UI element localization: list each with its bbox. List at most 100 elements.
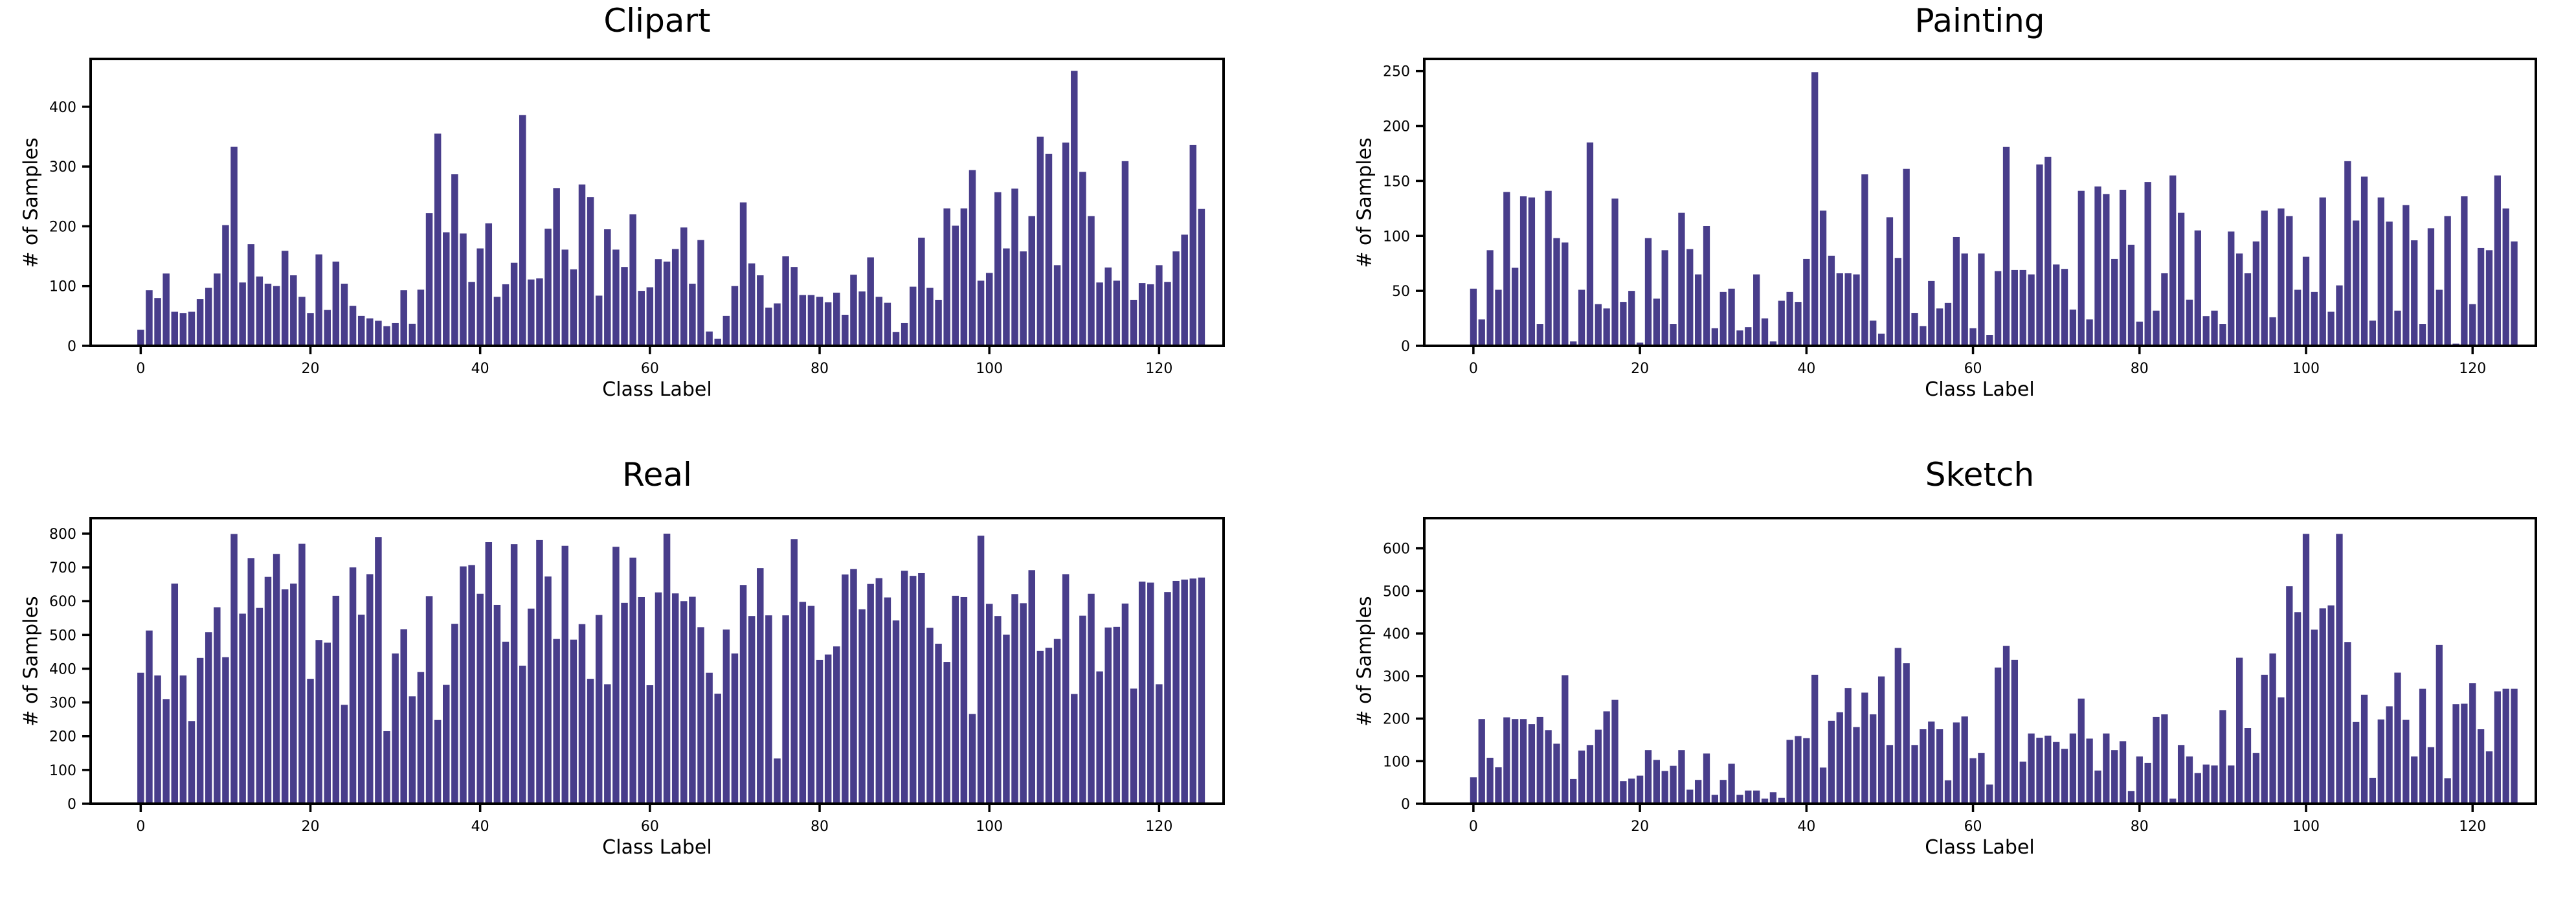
bar bbox=[451, 624, 458, 804]
bar bbox=[2219, 710, 2226, 804]
bar bbox=[612, 249, 620, 346]
bar bbox=[638, 291, 645, 346]
bar bbox=[1138, 283, 1146, 346]
bar bbox=[722, 315, 730, 346]
bar bbox=[2427, 747, 2434, 804]
x-tick-label: 40 bbox=[1797, 361, 1815, 377]
bar bbox=[2494, 691, 2501, 804]
bar bbox=[663, 261, 671, 346]
x-tick-label: 120 bbox=[1145, 819, 1172, 835]
sketch-bar-chart: 0 100 200 300 400 500 600 0 20 40 60 80 100 120 bbox=[1383, 517, 2537, 835]
bar bbox=[1611, 198, 1618, 346]
bar bbox=[528, 279, 535, 346]
bar bbox=[2360, 694, 2368, 804]
bar bbox=[1578, 750, 1585, 804]
bar bbox=[807, 295, 815, 346]
bar bbox=[1147, 284, 1154, 346]
bar bbox=[2202, 316, 2210, 346]
chart-title: Sketch bbox=[1925, 456, 2035, 494]
bar bbox=[2085, 738, 2093, 804]
x-tick-label: 60 bbox=[1964, 819, 1982, 835]
bar bbox=[290, 584, 297, 804]
y-tick-label: 200 bbox=[1383, 119, 1410, 135]
bar bbox=[570, 269, 577, 346]
bar bbox=[2102, 194, 2109, 346]
subplot-sketch: 0 100 200 300 400 500 600 0 20 40 60 80 100 120 Sketc… bbox=[1288, 454, 2576, 908]
bar bbox=[2144, 762, 2151, 804]
y-tick-label: 300 bbox=[49, 696, 76, 712]
bar bbox=[2102, 733, 2109, 804]
bar bbox=[1011, 594, 1018, 804]
bar bbox=[765, 615, 772, 804]
bar bbox=[629, 214, 636, 346]
bar bbox=[1020, 251, 1027, 346]
bar bbox=[1113, 280, 1121, 346]
bar bbox=[544, 576, 552, 804]
bar bbox=[1121, 161, 1129, 346]
bar bbox=[1903, 663, 1910, 804]
bar bbox=[1528, 724, 1535, 804]
y-tick-label: 50 bbox=[1392, 284, 1410, 300]
x-tick-label: 100 bbox=[976, 819, 1003, 835]
bar bbox=[162, 273, 170, 346]
clipart-bar-chart: 0 100 200 300 400 0 20 40 60 80 100 120 bbox=[49, 58, 1225, 377]
bar bbox=[1536, 716, 1543, 804]
bar bbox=[994, 192, 1002, 346]
bar bbox=[1096, 671, 1103, 804]
bar bbox=[2510, 241, 2518, 346]
bar bbox=[1686, 789, 1693, 804]
bar bbox=[425, 596, 433, 804]
bar bbox=[739, 202, 747, 346]
bar bbox=[1661, 250, 1668, 346]
bar bbox=[671, 249, 679, 346]
bar bbox=[188, 721, 196, 804]
bar bbox=[230, 534, 238, 804]
y-axis-ticks: 0 50 100 150 200 250 bbox=[1383, 64, 1424, 355]
bar bbox=[1944, 780, 1951, 804]
bar bbox=[1603, 308, 1610, 346]
bar bbox=[1636, 342, 1643, 346]
bar bbox=[443, 232, 450, 346]
x-tick-label: 60 bbox=[1964, 361, 1982, 377]
x-tick-label: 40 bbox=[1797, 819, 1815, 835]
bar bbox=[1694, 780, 1701, 804]
bar bbox=[1494, 767, 1502, 804]
y-tick-label: 0 bbox=[67, 797, 76, 813]
bar bbox=[1189, 578, 1197, 804]
bar bbox=[2335, 534, 2343, 804]
x-tick-label: 120 bbox=[2459, 361, 2486, 377]
bar bbox=[1677, 750, 1685, 804]
bar bbox=[2469, 304, 2476, 346]
bar bbox=[646, 685, 654, 804]
bar bbox=[1028, 216, 1035, 346]
bar bbox=[230, 146, 238, 346]
x-tick-label: 40 bbox=[471, 361, 489, 377]
bar bbox=[2069, 309, 2076, 346]
bar bbox=[1045, 648, 1053, 804]
bar bbox=[1744, 790, 1751, 804]
bar bbox=[2252, 241, 2259, 346]
bar bbox=[1819, 767, 1826, 804]
bar bbox=[2319, 608, 2326, 804]
bar bbox=[1802, 738, 1809, 804]
bar bbox=[1198, 209, 1205, 346]
bar bbox=[536, 539, 543, 804]
bar bbox=[2169, 799, 2176, 804]
bar bbox=[1653, 760, 1660, 804]
bar bbox=[273, 286, 280, 346]
bar bbox=[943, 208, 950, 346]
bar bbox=[502, 284, 510, 346]
bar bbox=[2127, 244, 2134, 346]
bar bbox=[146, 630, 153, 804]
bar bbox=[2035, 738, 2043, 804]
bar bbox=[2078, 190, 2085, 346]
bar bbox=[638, 596, 645, 804]
bar bbox=[926, 628, 934, 804]
bar bbox=[341, 705, 348, 804]
bar bbox=[1494, 289, 1502, 346]
bar bbox=[2302, 534, 2309, 804]
bar bbox=[1578, 289, 1585, 346]
bar bbox=[1977, 253, 1985, 346]
bar bbox=[1104, 267, 1112, 346]
bar bbox=[2244, 273, 2251, 346]
